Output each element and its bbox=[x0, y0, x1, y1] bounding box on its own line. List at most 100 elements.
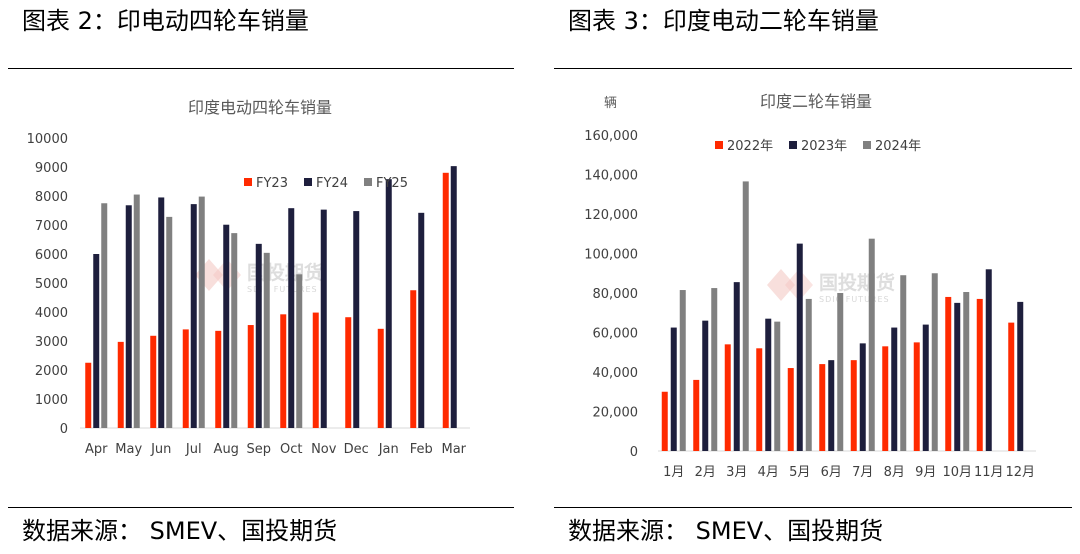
x-tick-label: 6月 bbox=[821, 465, 842, 480]
bar-2022年 bbox=[819, 364, 826, 451]
bar-fy24 bbox=[125, 205, 132, 428]
bar-2023年 bbox=[1017, 301, 1024, 451]
x-tick-label: 12月 bbox=[1005, 465, 1035, 480]
legend-swatch bbox=[304, 178, 312, 186]
y-tick-label: 120,000 bbox=[584, 208, 638, 223]
y-tick-label: 7000 bbox=[35, 219, 68, 234]
bar-2023年 bbox=[985, 269, 992, 451]
y-tick-label: 1000 bbox=[35, 393, 68, 408]
bar-fy24 bbox=[450, 166, 457, 428]
chart-title: 印度二轮车销量 bbox=[760, 92, 872, 111]
y-tick-label: 5000 bbox=[35, 277, 68, 292]
bar-fy24 bbox=[93, 254, 100, 428]
bar-2023年 bbox=[922, 324, 929, 451]
bar-fy25 bbox=[198, 196, 205, 428]
bar-fy24 bbox=[190, 204, 197, 428]
bar-2024年 bbox=[837, 293, 844, 451]
y-unit-label: 辆 bbox=[604, 96, 617, 111]
bar-2024年 bbox=[868, 238, 875, 451]
bar-2024年 bbox=[711, 288, 718, 451]
ev-two-wheeler-chart: 印度二轮车销量 辆 0 20,000 40,000 60,000 80,000 100,000… bbox=[584, 92, 1036, 480]
y-tick-label: 160,000 bbox=[584, 129, 638, 144]
bar-2022年 bbox=[850, 360, 857, 451]
y-tick-label: 10000 bbox=[27, 132, 68, 147]
bar-2024年 bbox=[931, 273, 938, 451]
bar-2024年 bbox=[900, 275, 907, 451]
bar-fy24 bbox=[158, 197, 165, 428]
bar-2023年 bbox=[733, 282, 740, 451]
bar-2022年 bbox=[693, 379, 700, 451]
x-tick-label: Oct bbox=[280, 442, 302, 457]
bar-2024年 bbox=[963, 292, 970, 451]
y-tick-label: 20,000 bbox=[593, 406, 639, 421]
bar-2023年 bbox=[859, 343, 866, 451]
bar-fy23 bbox=[377, 328, 384, 428]
y-tick-label: 0 bbox=[60, 422, 68, 437]
bar-fy24 bbox=[255, 243, 262, 428]
bar-fy25 bbox=[133, 194, 140, 428]
y-tick-label: 6000 bbox=[35, 248, 68, 263]
bar-fy23 bbox=[247, 325, 254, 428]
bar-fy23 bbox=[182, 329, 189, 428]
bar-fy23 bbox=[312, 312, 319, 428]
bar-fy24 bbox=[223, 224, 230, 428]
bar-2022年 bbox=[661, 391, 668, 451]
y-tick-label: 2000 bbox=[35, 364, 68, 379]
bar-2023年 bbox=[828, 360, 835, 451]
bar-2023年 bbox=[702, 320, 709, 451]
bar-fy23 bbox=[117, 341, 124, 428]
figure-3-title: 图表 3：印度电动二轮车销量 bbox=[568, 7, 879, 35]
bar-2024年 bbox=[774, 321, 781, 451]
y-tick-label: 9000 bbox=[35, 161, 68, 176]
bar-2022年 bbox=[756, 348, 763, 451]
figure-3-top-rule bbox=[554, 68, 1072, 69]
bar-2023年 bbox=[670, 327, 677, 451]
legend-swatch bbox=[364, 178, 372, 186]
y-tick-label: 8000 bbox=[35, 190, 68, 205]
bar-fy24 bbox=[288, 208, 295, 428]
y-tick-label: 140,000 bbox=[584, 169, 638, 184]
x-tick-label: 11月 bbox=[974, 465, 1004, 480]
bar-fy25 bbox=[101, 203, 108, 428]
x-tick-label: 8月 bbox=[884, 465, 905, 480]
bar-fy24 bbox=[385, 179, 392, 428]
y-tick-label: 4000 bbox=[35, 306, 68, 321]
bar-fy24 bbox=[320, 209, 327, 428]
x-tick-label: Apr bbox=[85, 442, 108, 457]
bar-2022年 bbox=[882, 346, 889, 451]
x-tick-label: Feb bbox=[410, 442, 433, 457]
figure-2-panel: 图表 2：印电动四轮车销量 印度电动四轮车销量 0 1000 2000 3000 4000… bbox=[8, 7, 514, 545]
bar-2024年 bbox=[805, 298, 812, 451]
y-tick-label: 100,000 bbox=[584, 248, 638, 263]
bar-fy24 bbox=[353, 211, 360, 428]
x-tick-label: 2月 bbox=[695, 465, 716, 480]
watermark-subtext: SDIC FUTURES bbox=[247, 285, 318, 294]
x-tick-label: 7月 bbox=[852, 465, 873, 480]
watermark-subtext: SDIC FUTURES bbox=[819, 295, 890, 304]
bar-fy23 bbox=[345, 317, 352, 428]
figure-3-source: 数据来源： SMEV、国投期货 bbox=[568, 517, 884, 545]
bar-fy23 bbox=[442, 172, 449, 428]
y-tick-label: 40,000 bbox=[593, 366, 639, 381]
x-tick-label: May bbox=[115, 442, 142, 457]
figure-2-top-rule bbox=[8, 68, 514, 69]
figure-2-bottom-rule bbox=[8, 507, 514, 508]
y-tick-label: 80,000 bbox=[593, 287, 639, 302]
legend-label: 2023年 bbox=[801, 139, 847, 154]
bar-fy25 bbox=[166, 216, 173, 428]
x-tick-label: 10月 bbox=[942, 465, 972, 480]
bar-2023年 bbox=[765, 318, 772, 451]
bar-2023年 bbox=[796, 243, 803, 451]
legend-label: 2024年 bbox=[875, 139, 921, 154]
bar-fy23 bbox=[280, 314, 287, 428]
x-tick-label: 4月 bbox=[758, 465, 779, 480]
x-tick-label: Dec bbox=[344, 442, 369, 457]
x-tick-label: Aug bbox=[214, 442, 239, 457]
bar-fy25 bbox=[296, 274, 303, 428]
x-tick-label: Nov bbox=[311, 442, 337, 457]
bar-2022年 bbox=[787, 368, 794, 451]
legend-label: FY24 bbox=[316, 176, 348, 191]
watermark-logo-icon bbox=[767, 269, 795, 301]
bar-fy23 bbox=[150, 335, 157, 428]
figure-2-source: 数据来源： SMEV、国投期货 bbox=[22, 517, 338, 545]
